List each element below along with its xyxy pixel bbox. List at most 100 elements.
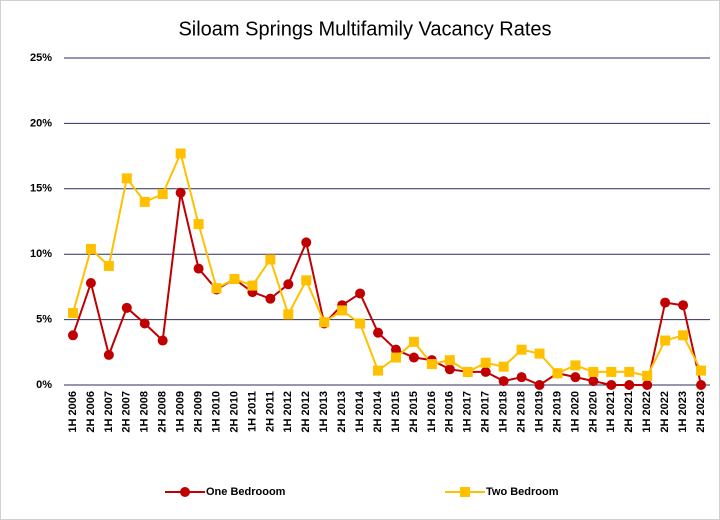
chart-title: Siloam Springs Multifamily Vacancy Rates	[178, 18, 551, 40]
x-tick-label: 1H 2012	[282, 391, 294, 433]
point	[193, 263, 204, 274]
x-tick-label: 2H 2014	[372, 390, 384, 432]
y-tick-label: 0%	[36, 379, 52, 391]
x-tick-label: 2H 2007	[121, 391, 133, 433]
y-tick-label: 20%	[30, 117, 52, 129]
point	[121, 302, 132, 313]
point	[696, 380, 707, 390]
point	[85, 243, 96, 254]
x-tick-label: 2H 2020	[587, 391, 599, 433]
x-tick-label: 2H 2021	[623, 391, 635, 433]
point	[624, 380, 635, 390]
x-tick-label: 1H 2018	[498, 391, 510, 433]
point	[139, 318, 150, 329]
x-tick-label: 1H 2022	[641, 391, 653, 433]
point	[480, 357, 491, 368]
x-tick-label: 2H 2013	[336, 391, 348, 433]
point	[157, 335, 168, 346]
point	[696, 365, 707, 376]
point	[480, 366, 491, 377]
point	[660, 297, 671, 308]
point	[534, 348, 545, 359]
x-tick-label: 1H 2011	[246, 391, 258, 432]
y-tick-label: 10%	[30, 248, 52, 260]
x-tick-label: 2H 2022	[659, 391, 671, 433]
x-tick-label: 1H 2016	[426, 391, 438, 433]
point	[570, 360, 581, 371]
point	[283, 279, 294, 290]
point	[408, 336, 419, 347]
point	[103, 349, 114, 360]
point	[247, 280, 258, 291]
point	[373, 327, 384, 338]
point	[606, 366, 617, 377]
x-tick-label: 1H 2017	[462, 391, 474, 433]
point	[373, 365, 384, 376]
point	[642, 380, 653, 390]
point	[103, 260, 114, 271]
x-tick-label: 1H 2009	[175, 391, 187, 433]
point	[498, 361, 509, 372]
x-tick-label: 1H 2010	[210, 391, 222, 433]
point	[265, 293, 276, 304]
y-tick-label: 5%	[36, 314, 52, 326]
legend-marker	[460, 487, 470, 497]
x-tick-label: 2H 2019	[551, 391, 563, 433]
x-tick-label: 1H 2007	[103, 391, 115, 433]
point	[660, 335, 671, 346]
legend-marker	[180, 487, 190, 497]
point	[67, 308, 78, 319]
point	[678, 330, 689, 341]
point	[193, 219, 204, 230]
legend-label: Two Bedroom	[486, 486, 559, 498]
x-tick-label: 1H 2008	[139, 391, 151, 433]
point	[67, 330, 78, 341]
point	[516, 344, 527, 355]
x-tick-label: 1H 2023	[677, 391, 689, 433]
point	[229, 274, 240, 285]
point	[390, 344, 401, 355]
point	[570, 372, 581, 383]
x-tick-label: 2H 2018	[515, 391, 527, 433]
point	[85, 277, 96, 288]
point	[534, 380, 545, 390]
x-tick-label: 2H 2016	[444, 391, 456, 433]
point	[301, 275, 312, 286]
point	[516, 372, 527, 383]
point	[426, 359, 437, 370]
point	[606, 380, 617, 390]
point	[444, 355, 455, 366]
point	[319, 317, 330, 328]
x-tick-label: 1H 2014	[354, 390, 366, 432]
x-tick-label: 2H 2008	[157, 391, 169, 433]
y-tick-label: 25%	[30, 52, 52, 64]
point	[462, 366, 473, 377]
point	[355, 318, 366, 329]
point	[678, 300, 689, 311]
point	[175, 148, 186, 159]
point	[642, 370, 653, 381]
x-tick-label: 1H 2015	[390, 391, 402, 433]
x-tick-label: 1H 2021	[605, 391, 617, 433]
point	[552, 368, 563, 379]
x-tick-label: 2H 2006	[85, 391, 97, 433]
x-tick-label: 1H 2020	[569, 391, 581, 433]
x-tick-label: 1H 2019	[533, 391, 545, 433]
x-tick-label: 2H 2012	[300, 391, 312, 433]
x-tick-label: 2H 2009	[192, 391, 204, 433]
point	[265, 254, 276, 265]
x-tick-label: 2H 2023	[695, 391, 707, 433]
x-tick-label: 1H 2006	[67, 391, 79, 433]
point	[301, 237, 312, 248]
point	[408, 352, 419, 363]
point	[588, 366, 599, 377]
point	[355, 288, 366, 299]
point	[139, 196, 150, 207]
legend-label: One Bedrooom	[206, 486, 286, 498]
point	[588, 376, 599, 387]
point	[390, 352, 401, 363]
x-tick-label: 1H 2013	[318, 391, 330, 433]
